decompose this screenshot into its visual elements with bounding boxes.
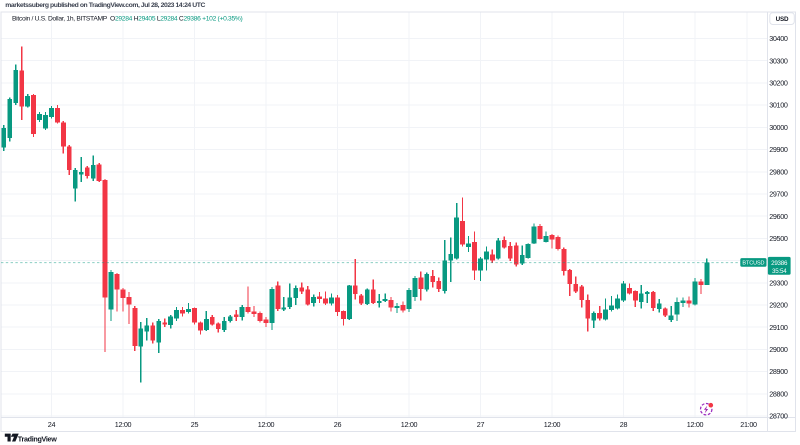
svg-text:28: 28	[620, 420, 628, 429]
svg-text:25: 25	[191, 420, 199, 429]
svg-text:30400: 30400	[769, 34, 788, 43]
svg-text:29200: 29200	[769, 301, 788, 310]
svg-text:29386: 29386	[771, 260, 788, 267]
svg-text:29800: 29800	[769, 167, 788, 176]
svg-text:12:00: 12:00	[687, 420, 704, 429]
svg-text:30300: 30300	[769, 56, 788, 65]
svg-text:24: 24	[48, 420, 56, 429]
svg-text:12:00: 12:00	[258, 420, 275, 429]
svg-text:35:54: 35:54	[772, 268, 787, 275]
svg-text:27: 27	[477, 420, 485, 429]
svg-text:29900: 29900	[769, 145, 788, 154]
svg-text:21:00: 21:00	[740, 420, 757, 429]
svg-text:28900: 28900	[769, 367, 788, 376]
svg-text:28700: 28700	[769, 412, 788, 421]
svg-text:29000: 29000	[769, 345, 788, 354]
svg-text:29600: 29600	[769, 212, 788, 221]
svg-text:29100: 29100	[769, 323, 788, 332]
svg-text:Bitcoin / U.S. Dollar, 1h, BIT: Bitcoin / U.S. Dollar, 1h, BITSTAMP O292…	[12, 16, 243, 23]
svg-text:30000: 30000	[769, 123, 788, 132]
svg-text:BTCUSD: BTCUSD	[742, 261, 764, 267]
svg-text:29500: 29500	[769, 234, 788, 243]
svg-text:12:00: 12:00	[544, 420, 561, 429]
svg-text:marketssuberg published on Tra: marketssuberg published on TradingView.c…	[5, 2, 205, 9]
svg-text:TradingView: TradingView	[18, 435, 57, 444]
svg-text:29700: 29700	[769, 190, 788, 199]
svg-text:29300: 29300	[769, 278, 788, 287]
svg-text:30200: 30200	[769, 79, 788, 88]
svg-text:26: 26	[334, 420, 342, 429]
svg-text:12:00: 12:00	[401, 420, 418, 429]
svg-text:USD: USD	[776, 16, 789, 23]
svg-text:28800: 28800	[769, 390, 788, 399]
svg-text:12:00: 12:00	[115, 420, 132, 429]
svg-text:30100: 30100	[769, 101, 788, 110]
